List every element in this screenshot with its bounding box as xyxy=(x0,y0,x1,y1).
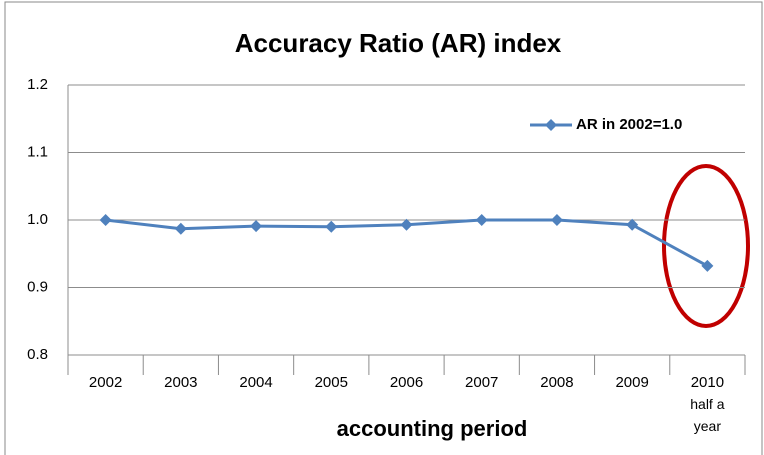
x-tick-label: 2006 xyxy=(390,374,423,391)
legend-label: AR in 2002=1.0 xyxy=(576,116,682,133)
chart-title: Accuracy Ratio (AR) index xyxy=(235,28,562,58)
y-tick-label: 1.0 xyxy=(27,211,48,228)
point-marker xyxy=(99,214,112,226)
highlight-ellipse xyxy=(662,164,750,328)
y-tick-label: 1.1 xyxy=(27,143,48,160)
point-marker xyxy=(626,218,639,231)
x-tick-label: 2009 xyxy=(615,374,648,391)
point-marker xyxy=(400,218,413,231)
point-marker xyxy=(550,214,563,226)
point-marker xyxy=(475,214,488,226)
x-tick-label: 2004 xyxy=(239,374,272,391)
chart-border xyxy=(4,1,763,455)
x-tick-label: 2003 xyxy=(164,374,197,391)
x-tick-label: 2008 xyxy=(540,374,573,391)
y-tick-label: 0.9 xyxy=(27,278,48,295)
y-tick-label: 0.8 xyxy=(27,346,48,363)
x-tick-label: 2007 xyxy=(465,374,498,391)
x-tick-label: 2010 half a year xyxy=(690,374,724,434)
x-axis-title: accounting period xyxy=(337,416,528,441)
x-tick-label: 2002 xyxy=(89,374,122,391)
point-marker xyxy=(174,222,187,235)
point-marker xyxy=(701,259,714,272)
point-marker xyxy=(325,220,338,233)
y-tick-label: 1.2 xyxy=(27,76,48,93)
legend-marker xyxy=(545,119,557,131)
point-marker xyxy=(250,220,263,233)
x-tick-label: 2005 xyxy=(315,374,348,391)
